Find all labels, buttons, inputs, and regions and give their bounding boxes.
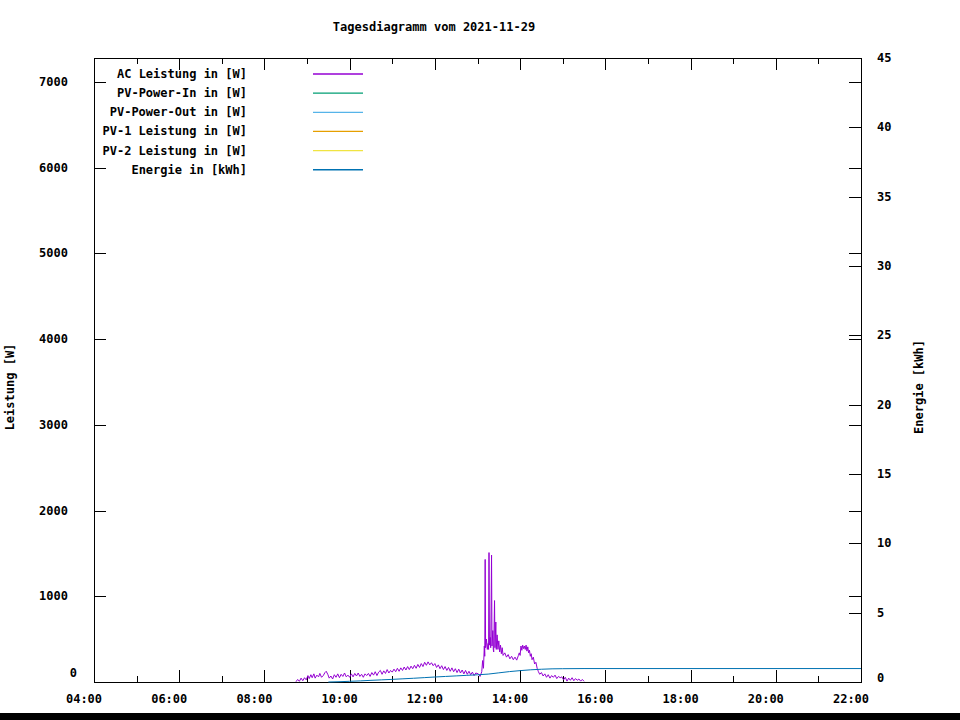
y-right-tick-label: 0 [877,671,884,685]
x-tick-label: 14:00 [492,692,528,706]
y-right-tick-label: 25 [877,328,891,342]
legend-label: PV-Power-Out in [W] [110,105,247,119]
legend-label: PV-1 Leistung in [W] [103,124,248,138]
x-tick-label: 18:00 [662,692,698,706]
y-right-tick-label: 10 [877,536,891,550]
chart-canvas: Tagesdiagramm vom 2021-11-29 Leistung [W… [0,0,960,720]
bottom-window-strip [0,713,960,720]
y-left-tick-label: 0 [70,666,77,680]
legend-label: PV-2 Leistung in [W] [103,144,248,158]
y-left-tick-label: 1000 [39,589,68,603]
x-tick-label: 06:00 [151,692,187,706]
y-right-tick-label: 45 [877,51,891,65]
x-tick-label: 20:00 [748,692,784,706]
legend-label: PV-Power-In in [W] [117,86,247,100]
y-left-tick-label: 7000 [39,75,68,89]
y-right-tick-label: 5 [877,606,884,620]
plot-area: 04:00 06:00 08:00 10:00 12:00 14:00 16:00 18:00… [0,0,960,720]
x-tick-label: 10:00 [322,692,358,706]
y-right-tick-label: 15 [877,467,891,481]
y-left-tick-label: 5000 [39,246,68,260]
legend-label: Energie in [kWh] [131,163,247,177]
x-tick-label: 12:00 [407,692,443,706]
x-tick-label: 08:00 [236,692,272,706]
x-tick-label: 16:00 [577,692,613,706]
y-left-tick-label: 6000 [39,161,68,175]
series-line [328,669,861,682]
series-lines [296,553,861,682]
y-right-tick-label: 20 [877,398,891,412]
y-right-tick-label: 35 [877,190,891,204]
y-left-tick-label: 3000 [39,418,68,432]
legend-label: AC Leistung in [W] [117,67,247,81]
y-left-tick-label: 4000 [39,332,68,346]
y-right-tick-label: 40 [877,120,891,134]
x-tick-label: 04:00 [66,692,102,706]
x-tick-label: 22:00 [833,692,869,706]
y-left-tick-label: 2000 [39,504,68,518]
series-line [296,553,584,682]
y-right-tick-label: 30 [877,259,891,273]
legend: AC Leistung in [W] PV-Power-In in [W] PV-P… [103,67,364,177]
